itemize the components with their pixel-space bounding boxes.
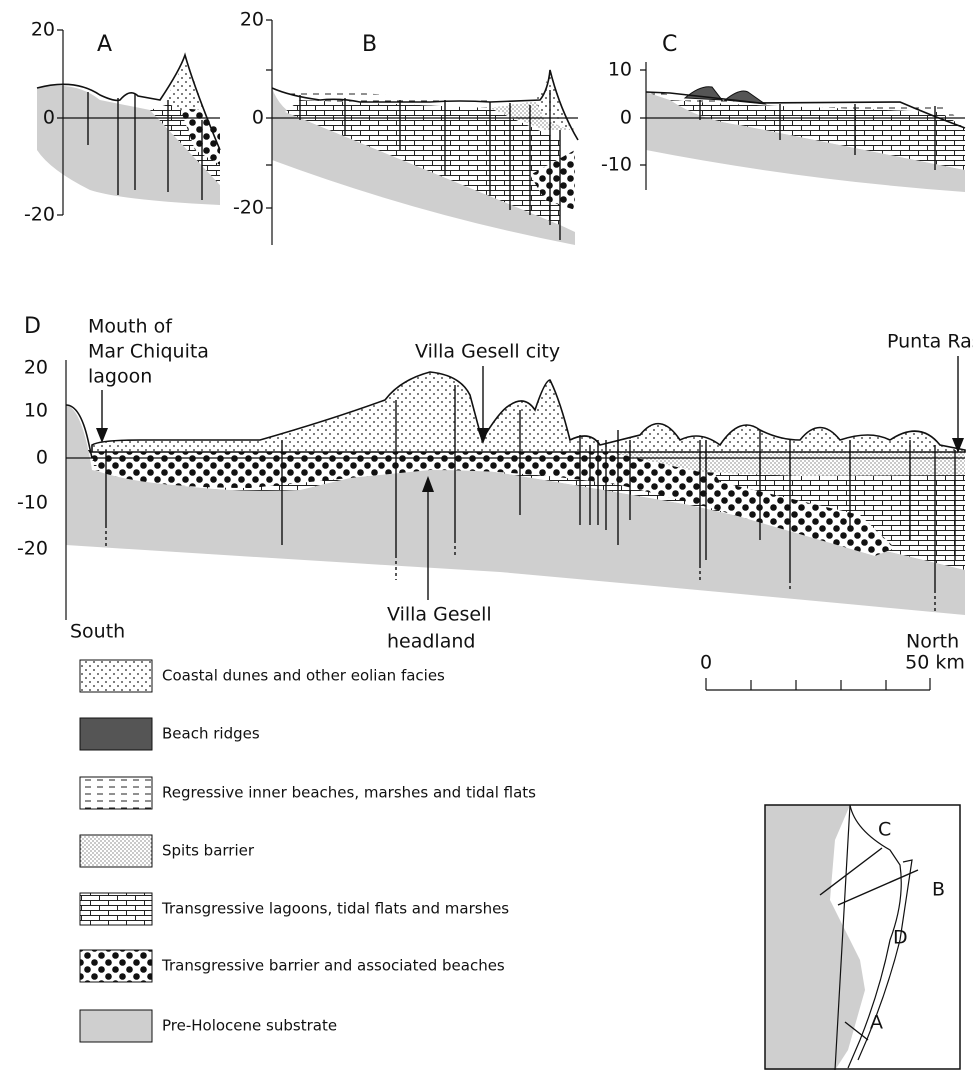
y-tick-label: -10 <box>17 492 48 514</box>
panel-b: B 20 0 -20 <box>233 9 578 246</box>
legend-swatch <box>80 777 152 809</box>
y-tick-label: 20 <box>240 9 264 31</box>
map-label: C <box>878 819 891 841</box>
y-tick-label: 10 <box>608 59 632 81</box>
panel-c: C 10 0 -10 <box>601 32 965 192</box>
y-tick-label: 0 <box>252 107 264 129</box>
legend-label: Transgressive barrier and associated bea… <box>161 957 505 975</box>
map-label: B <box>932 879 945 901</box>
figure: A 20 0 -20 B 20 0 -20 C 10 0 -10 D 20 10… <box>0 0 973 1070</box>
annotation: Mar Chiquita <box>88 341 209 363</box>
legend-swatch <box>80 835 152 867</box>
scale-label: 0 <box>700 652 712 674</box>
legend-label: Coastal dunes and other eolian facies <box>162 667 445 685</box>
land <box>765 805 865 1070</box>
y-tick-label: 20 <box>24 357 48 379</box>
annotation: headland <box>387 631 475 653</box>
y-tick-label: -20 <box>233 197 264 219</box>
annotation: Punta Rasa <box>887 331 973 353</box>
map-label: A <box>870 1012 883 1034</box>
annotation: Villa Gesell <box>387 604 492 626</box>
legend-label: Beach ridges <box>162 725 260 743</box>
annotation: lagoon <box>88 366 152 388</box>
scale-label: 50 km <box>905 652 965 674</box>
y-tick-label: -10 <box>601 154 632 176</box>
annotation: South <box>70 621 125 643</box>
axis-ticks <box>266 20 272 208</box>
legend-swatch <box>80 893 152 925</box>
y-tick-label: -20 <box>24 204 55 226</box>
legend-label: Regressive inner beaches, marshes and ti… <box>162 784 536 802</box>
y-tick-label: 0 <box>43 107 55 129</box>
map-label: D <box>893 927 908 949</box>
coastal-dunes <box>92 372 965 452</box>
legend-label: Pre-Holocene substrate <box>162 1017 337 1035</box>
legend-label: Transgressive lagoons, tidal flats and m… <box>161 900 509 918</box>
legend-label: Spits barrier <box>162 842 255 860</box>
section-d: D 20 10 0 -10 -20 Mouth of Mar Chiquita … <box>17 314 973 653</box>
y-tick-label: -20 <box>17 538 48 560</box>
axis-ticks <box>640 70 646 165</box>
y-tick-label: 10 <box>24 400 48 422</box>
y-tick-label: 20 <box>31 19 55 41</box>
panel-label: D <box>24 314 41 339</box>
panel-a: A 20 0 -20 <box>24 19 220 226</box>
legend-swatch <box>80 718 152 750</box>
annotation: Mouth of <box>88 316 173 338</box>
legend-swatch <box>80 1010 152 1042</box>
panel-label: A <box>97 32 112 57</box>
y-tick-label: 0 <box>36 447 48 469</box>
location-map: C B D A <box>765 805 960 1070</box>
panel-label: C <box>662 32 677 57</box>
annotation: North <box>906 631 959 653</box>
legend: Coastal dunes and other eolian facies Be… <box>80 660 536 1042</box>
panel-label: B <box>362 32 377 57</box>
annotation: Villa Gesell city <box>415 341 560 363</box>
legend-swatch <box>80 660 152 692</box>
scale-bar: 0 50 km <box>700 652 965 691</box>
legend-swatch <box>80 950 152 982</box>
y-tick-label: 0 <box>620 107 632 129</box>
scale-line <box>706 678 930 690</box>
